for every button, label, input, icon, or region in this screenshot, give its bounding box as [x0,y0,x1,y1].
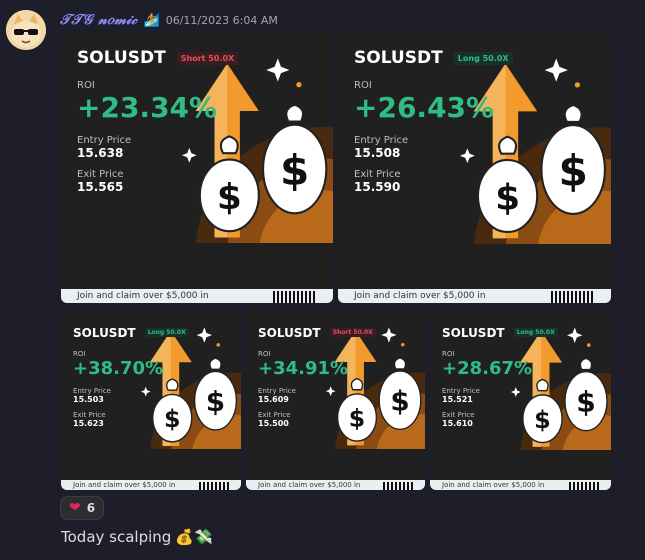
exit-price-label: Exit Price [73,411,106,419]
pnl-card-image[interactable]: $ $ SOLUSDT Long 50.0X ROI +26.43% Entry… [338,32,611,303]
promo-text: Join and claim over $5,000 in [77,291,209,301]
pnl-card-image[interactable]: $ $ SOLUSDT Long 50.0X ROI +28.67% Entry… [430,310,611,490]
roi-label: ROI [354,80,372,91]
money-bags-arrow-icon: $ $ [141,327,241,450]
position-side-badge: Long 50.0X [144,328,189,337]
svg-text:$: $ [495,178,520,219]
trading-pair: SOLUSDT [442,326,505,340]
username[interactable]: 𝒯𝒯𝒢 𝓃𝑜𝓂𝒾𝒸 [60,12,138,28]
card-footer: Join and claim over $5,000 in [430,480,611,490]
message-header: 𝒯𝒯𝒢 𝓃𝑜𝓂𝒾𝒸 🏄 06/11/2023 6:04 AM [60,10,278,30]
exit-price-value: 15.610 [442,419,473,428]
pnl-card-image[interactable]: $ $ SOLUSDT Short 50.0X ROI +23.34% Entr… [61,32,333,303]
svg-text:$: $ [217,177,242,218]
entry-price-value: 15.638 [77,146,124,160]
position-side-badge: Long 50.0X [453,52,513,65]
svg-text:$: $ [534,406,551,434]
exit-price-label: Exit Price [258,411,291,419]
exit-price-value: 15.623 [73,419,104,428]
trading-pair: SOLUSDT [354,48,443,68]
exit-price-value: 15.590 [354,180,401,194]
exit-price-label: Exit Price [442,411,475,419]
roi-label: ROI [77,80,95,91]
entry-price-label: Entry Price [258,387,296,395]
exit-price-value: 15.500 [258,419,289,428]
entry-price-value: 15.609 [258,395,289,404]
svg-text:$: $ [558,146,587,195]
message-content: Today scalping 💰💸 [61,528,213,546]
promo-text: Join and claim over $5,000 in [442,481,545,489]
entry-price-label: Entry Price [73,387,111,395]
card-footer: Join and claim over $5,000 in [338,289,611,303]
roi-label: ROI [442,350,455,358]
position-side-badge: Long 50.0X [513,328,558,337]
position-side-badge: Short 50.0X [176,52,239,65]
avatar[interactable] [6,10,46,50]
money-bags-arrow-icon: $ $ [510,327,611,451]
qr-code-icon [383,482,415,490]
roi-label: ROI [258,350,271,358]
heart-icon: ❤ [69,500,81,516]
promo-text: Join and claim over $5,000 in [73,481,176,489]
pnl-card-image[interactable]: $ $ SOLUSDT Short 50.0X ROI +34.91% Entr… [246,310,425,490]
surfer-emoji-icon: 🏄 [143,12,160,28]
entry-price-label: Entry Price [354,135,409,146]
entry-price-label: Entry Price [77,135,132,146]
reaction-count: 6 [86,501,96,515]
qr-code-icon [199,482,231,490]
roi-value: +38.70% [73,358,164,379]
roi-value: +34.91% [258,358,349,379]
money-bags-arrow-icon: $ $ [459,58,611,244]
trading-pair: SOLUSDT [258,326,321,340]
card-footer: Join and claim over $5,000 in [61,480,241,490]
svg-text:$: $ [206,385,225,418]
money-bags-arrow-icon: $ $ [182,58,333,243]
cat-sunglasses-avatar-icon [6,10,46,50]
trading-pair: SOLUSDT [77,48,166,68]
roi-value: +26.43% [354,91,495,124]
position-side-badge: Short 50.0X [329,328,376,337]
entry-price-label: Entry Price [442,387,480,395]
svg-text:$: $ [349,405,365,433]
entry-price-value: 15.503 [73,395,104,404]
promo-text: Join and claim over $5,000 in [354,291,486,301]
roi-value: +23.34% [77,91,218,124]
money-emoji-icon: 💰💸 [175,528,213,546]
trading-pair: SOLUSDT [73,326,136,340]
qr-code-icon [273,291,317,303]
message-text: Today scalping [61,528,172,546]
exit-price-label: Exit Price [77,169,124,180]
pnl-card-image[interactable]: $ $ SOLUSDT Long 50.0X ROI +38.70% Entry… [61,310,241,490]
exit-price-value: 15.565 [77,180,124,194]
exit-price-label: Exit Price [354,169,401,180]
roi-value: +28.67% [442,358,533,379]
svg-text:$: $ [164,405,181,433]
reaction-heart[interactable]: ❤ 6 [60,496,105,520]
svg-text:$: $ [390,385,409,418]
money-bags-arrow-icon: $ $ [325,327,425,449]
promo-text: Join and claim over $5,000 in [258,481,361,489]
roi-label: ROI [73,350,86,358]
svg-text:$: $ [576,386,596,419]
card-footer: Join and claim over $5,000 in [61,289,333,303]
svg-text:$: $ [280,146,309,195]
qr-code-icon [569,482,601,490]
qr-code-icon [551,291,595,303]
entry-price-value: 15.508 [354,146,401,160]
timestamp[interactable]: 06/11/2023 6:04 AM [165,13,278,27]
card-footer: Join and claim over $5,000 in [246,480,425,490]
entry-price-value: 15.521 [442,395,473,404]
